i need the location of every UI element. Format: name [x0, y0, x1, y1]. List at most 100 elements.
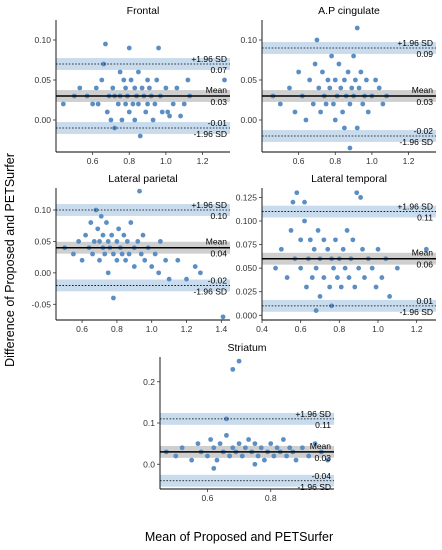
data-point	[165, 109, 171, 115]
data-point	[307, 237, 313, 243]
data-point	[139, 85, 145, 91]
data-point	[124, 239, 130, 244]
data-point	[152, 101, 158, 107]
x-tick-label: 0.4	[256, 324, 268, 334]
data-point	[179, 445, 185, 451]
data-point	[178, 113, 183, 119]
data-point	[132, 85, 138, 91]
data-point	[136, 69, 141, 75]
y-tick-label: 0.00	[34, 268, 51, 278]
data-point	[338, 85, 344, 91]
x-tick-label: 1.0	[372, 324, 384, 334]
panel-title: Striatum	[227, 342, 266, 354]
data-point	[332, 77, 338, 83]
data-point	[156, 270, 162, 276]
data-point	[103, 41, 108, 47]
data-point	[360, 246, 365, 252]
lower-sd-label: -1.96 SD	[193, 129, 227, 139]
data-point	[158, 239, 163, 244]
data-point	[95, 101, 101, 107]
mean-label: Mean	[310, 441, 332, 451]
data-point	[236, 441, 242, 447]
data-point	[373, 284, 379, 290]
data-point	[346, 275, 352, 280]
data-point	[307, 77, 313, 83]
data-point	[211, 465, 217, 471]
data-point	[296, 69, 302, 75]
data-point	[336, 61, 342, 67]
data-point	[135, 239, 141, 244]
data-point	[143, 109, 149, 115]
data-point	[98, 213, 104, 219]
data-point	[119, 117, 125, 123]
data-point	[342, 125, 347, 131]
data-point	[217, 441, 223, 447]
mean-value-label: 0.06	[416, 260, 433, 270]
data-point	[181, 101, 187, 107]
x-tick-label: 0.6	[87, 156, 99, 166]
mean-label: Mean	[412, 85, 434, 95]
data-point	[239, 453, 245, 459]
data-point	[356, 265, 362, 271]
data-point	[236, 358, 242, 364]
mean-label: Mean	[206, 237, 228, 247]
data-point	[312, 61, 318, 67]
data-point	[354, 125, 360, 131]
upper-value-label: 0.07	[210, 65, 227, 75]
data-point	[138, 251, 144, 257]
data-point	[175, 257, 181, 263]
data-point	[353, 77, 358, 83]
data-point	[97, 257, 102, 263]
data-point	[88, 220, 94, 225]
data-point	[278, 246, 284, 252]
data-point	[230, 366, 236, 372]
data-point	[131, 264, 137, 269]
data-point	[123, 101, 128, 107]
lower-sd-label: -1.96 SD	[399, 137, 433, 147]
data-point	[208, 437, 214, 442]
data-point	[185, 77, 191, 83]
data-point	[145, 101, 150, 107]
panel-4: 0.0 0.1 0.2 0.6 0.8 Striatum +1.96 SD0.11 Mean 0…	[143, 342, 334, 503]
data-point	[230, 445, 236, 451]
y-tick-label: 0.050	[236, 263, 258, 273]
data-point	[105, 270, 111, 276]
data-point	[60, 101, 66, 107]
data-point	[109, 232, 115, 238]
upper-value-label: 0.11	[315, 420, 331, 430]
data-point	[126, 45, 132, 51]
data-point	[243, 445, 248, 451]
x-tick-label: 0.6	[202, 493, 214, 503]
panel-title: Lateral parietal	[108, 173, 177, 185]
y-axis-label: Difference of Proposed and PETSurfer	[3, 153, 17, 367]
data-point	[325, 457, 331, 463]
mean-value-label: 0.03	[210, 97, 227, 107]
data-point	[369, 265, 375, 271]
data-point	[375, 246, 381, 252]
data-point	[104, 109, 110, 115]
data-point	[211, 445, 217, 451]
data-point	[79, 257, 85, 263]
data-point	[287, 445, 293, 451]
data-point	[123, 257, 128, 263]
data-point	[114, 257, 120, 263]
data-point	[310, 101, 316, 107]
data-point	[333, 237, 338, 243]
data-point	[293, 457, 299, 463]
y-tick-label: 0.10	[34, 35, 51, 45]
data-point	[108, 117, 114, 123]
data-point	[93, 85, 99, 91]
data-point	[117, 69, 123, 75]
x-tick-label: 0.8	[123, 156, 135, 166]
panel-2: -0.05 0.00 0.05 0.10 0.6 0.8 1.0 1.2 1.4 Lateral …	[32, 173, 230, 334]
data-point	[302, 218, 307, 224]
y-tick-label: 0.0	[143, 459, 155, 469]
data-point	[224, 432, 229, 438]
y-tick-label: 0.05	[240, 75, 257, 85]
data-point	[309, 275, 315, 280]
data-point	[101, 61, 107, 67]
data-point	[111, 251, 116, 257]
data-point	[327, 284, 333, 290]
data-point	[126, 251, 132, 257]
